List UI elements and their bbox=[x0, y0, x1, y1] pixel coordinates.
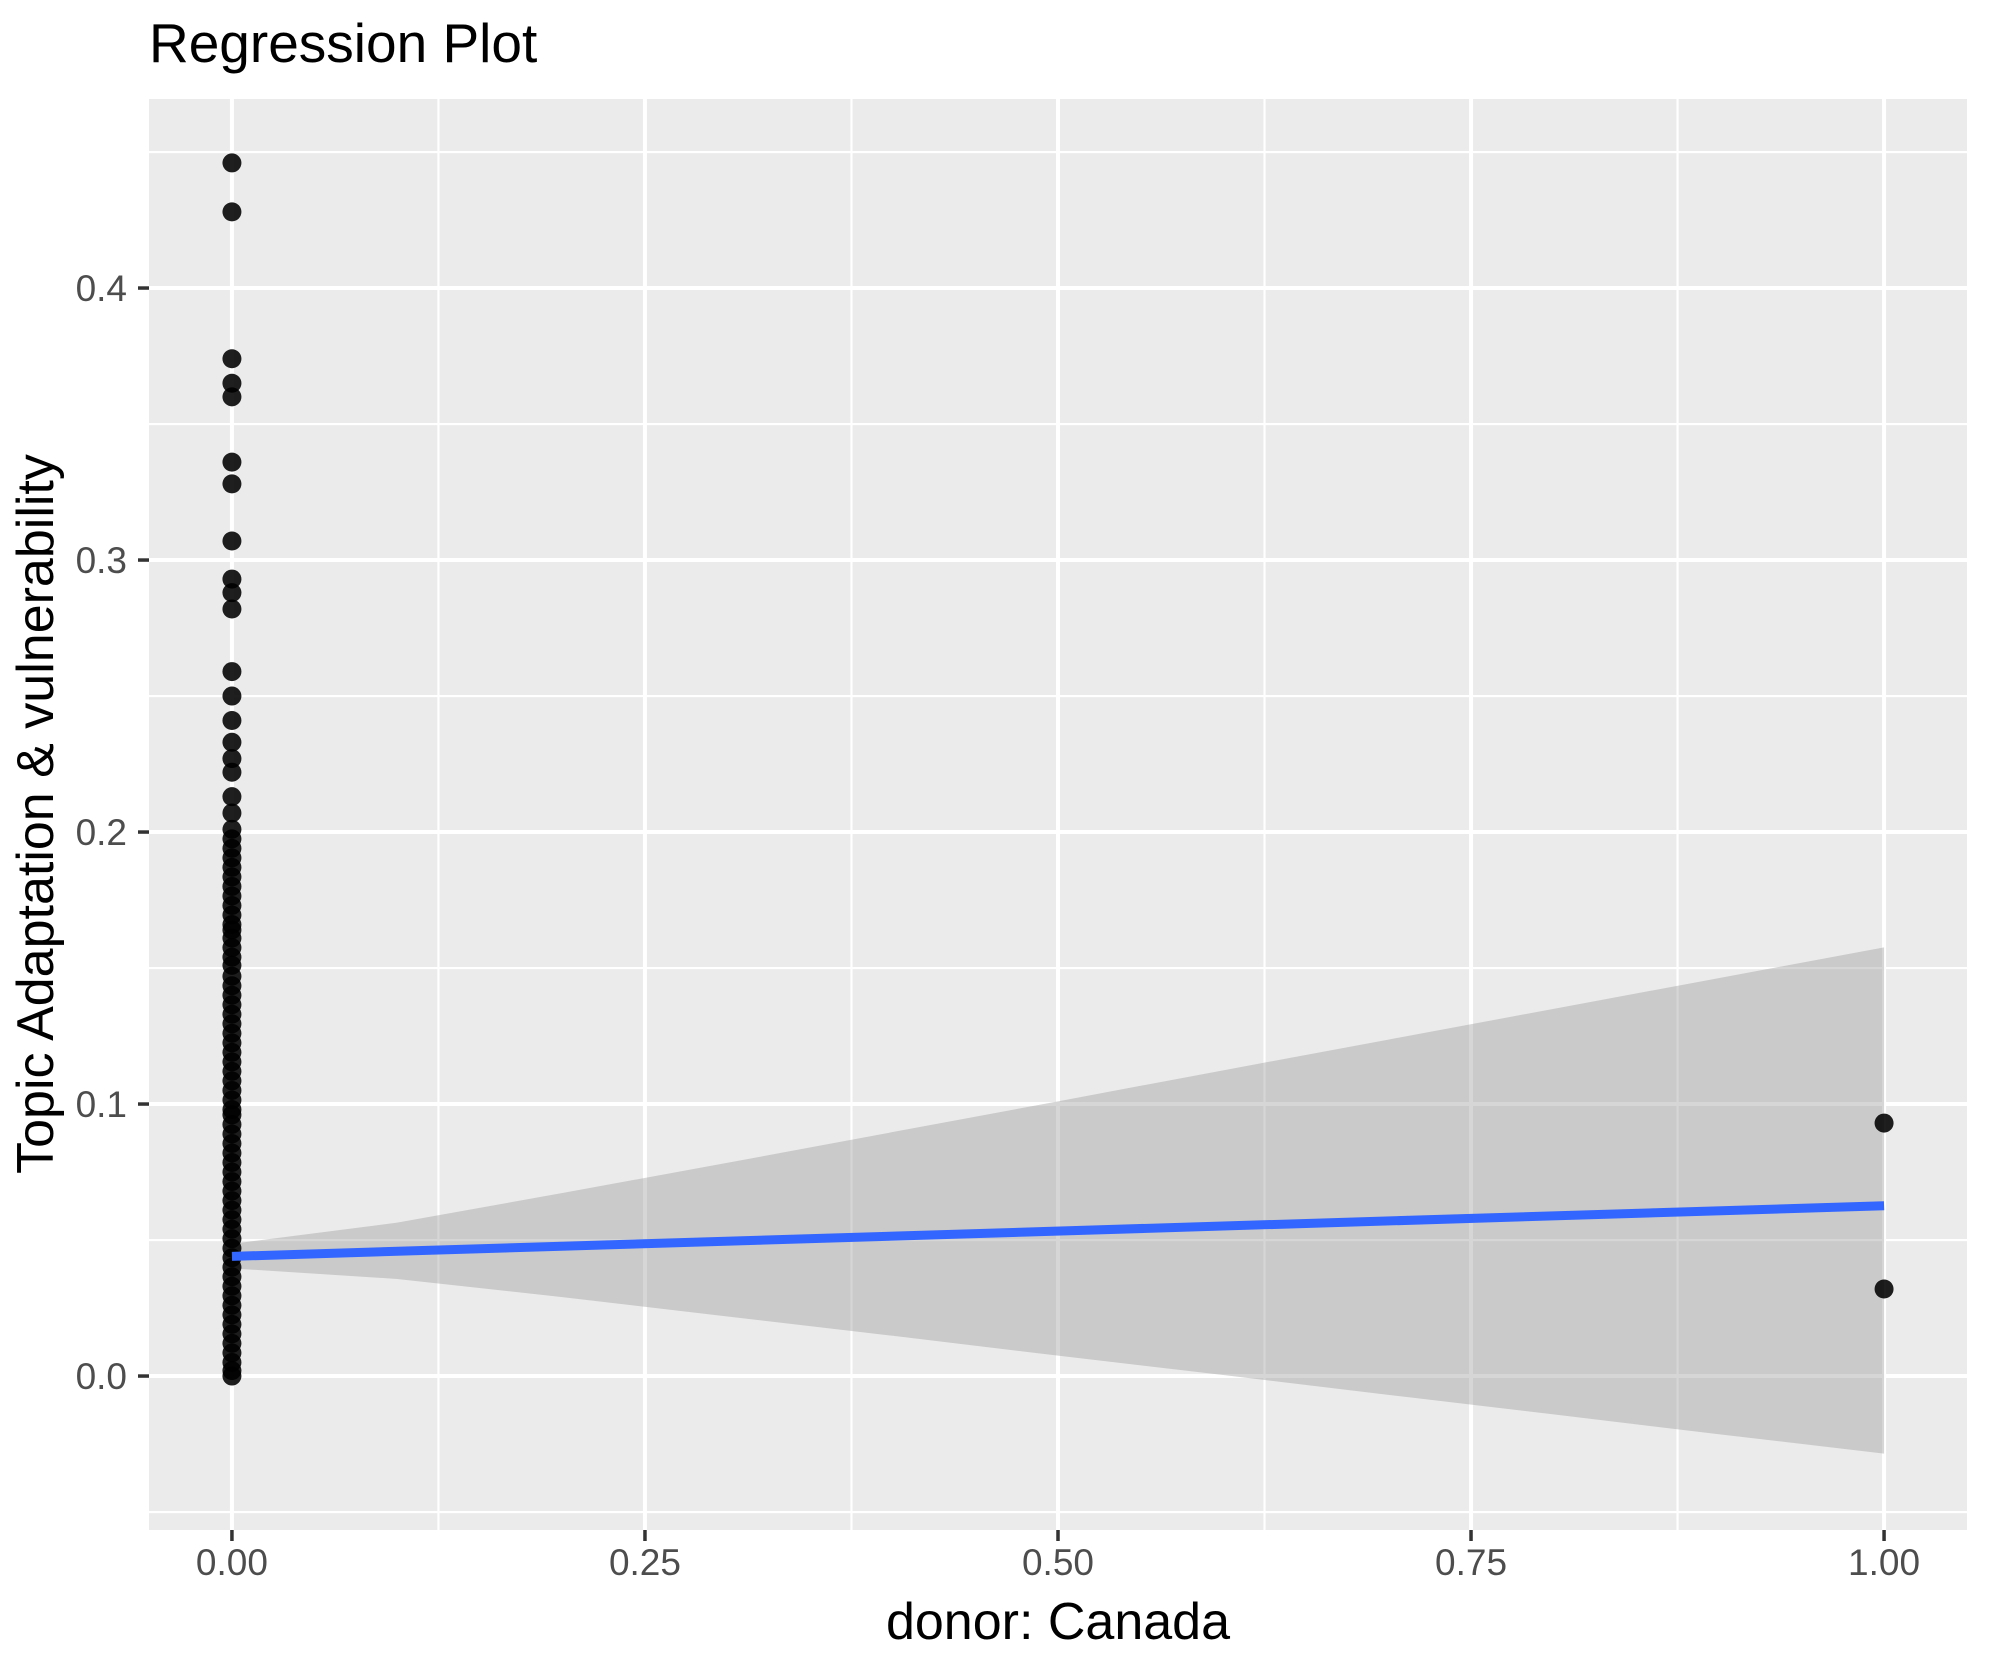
data-point bbox=[222, 387, 242, 407]
data-point bbox=[1874, 1113, 1894, 1133]
y-tick-label: 0.3 bbox=[76, 540, 127, 581]
data-point bbox=[222, 569, 242, 589]
data-point bbox=[1874, 1279, 1894, 1299]
axis-tick-marks bbox=[138, 286, 1886, 1541]
data-point bbox=[222, 531, 242, 551]
data-point bbox=[222, 711, 242, 731]
y-tick-label: 0.1 bbox=[76, 1084, 127, 1125]
y-tick-label: 0.4 bbox=[76, 268, 127, 309]
data-point bbox=[222, 474, 242, 494]
y-axis-title: Topic Adaptation & vulnerability bbox=[7, 454, 65, 1174]
data-point bbox=[222, 452, 242, 472]
y-tick-labels: 0.0 0.1 0.2 0.3 0.4 bbox=[76, 268, 127, 1397]
data-point bbox=[222, 153, 242, 173]
x-tick-labels: 0.00 0.25 0.50 0.75 1.00 bbox=[196, 1542, 1920, 1583]
y-tick-label: 0.2 bbox=[76, 812, 127, 853]
data-point bbox=[222, 787, 242, 807]
confidence-ribbon bbox=[231, 947, 1885, 1454]
data-point bbox=[222, 349, 242, 369]
data-point bbox=[222, 686, 242, 706]
x-tick-label: 0.75 bbox=[1435, 1542, 1507, 1583]
x-tick-label: 0.25 bbox=[609, 1542, 681, 1583]
x-tick-label: 0.00 bbox=[196, 1542, 268, 1583]
x-tick-label: 0.50 bbox=[1022, 1542, 1094, 1583]
y-tick-label: 0.0 bbox=[76, 1356, 127, 1397]
data-point bbox=[222, 662, 242, 682]
data-point bbox=[222, 373, 242, 393]
data-point bbox=[222, 583, 242, 603]
data-point bbox=[222, 599, 242, 619]
data-point bbox=[222, 762, 242, 782]
data-point bbox=[222, 1366, 242, 1386]
data-point bbox=[222, 749, 242, 769]
data-point bbox=[222, 803, 242, 823]
data-point bbox=[222, 732, 242, 752]
regression-line bbox=[231, 1201, 1885, 1261]
x-axis-title: donor: Canada bbox=[885, 1593, 1231, 1651]
plot-title: Regression Plot bbox=[149, 12, 538, 74]
x-tick-label: 1.00 bbox=[1848, 1542, 1920, 1583]
data-point bbox=[222, 202, 242, 222]
scatter-points bbox=[222, 153, 1894, 1386]
